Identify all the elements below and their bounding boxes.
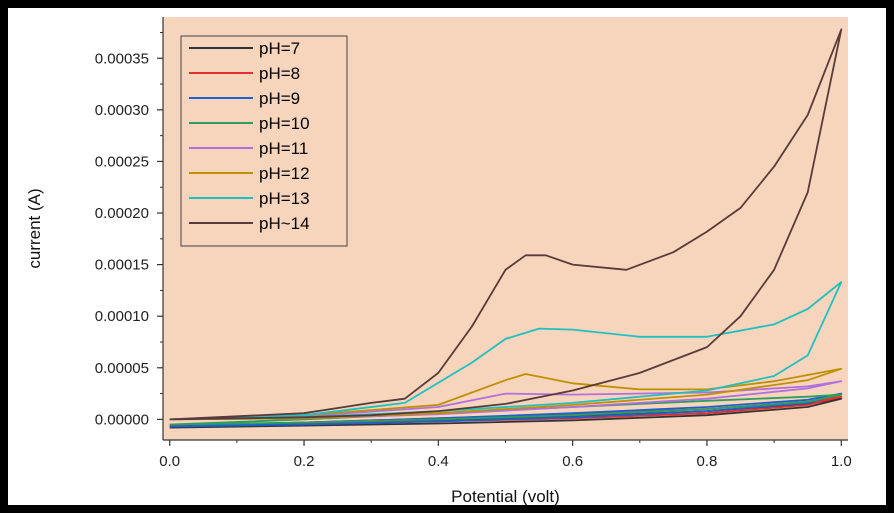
y-tick-label: 0.00035: [95, 50, 149, 67]
legend-label: pH=7: [259, 39, 300, 58]
y-tick-label: 0.00025: [95, 153, 149, 170]
legend-label: pH=10: [259, 114, 310, 133]
series-line-ph-7: [169, 397, 843, 429]
y-tick-label: 0.00020: [95, 205, 149, 222]
legend-label: pH=11: [259, 139, 308, 158]
legend: pH=7 pH=8 pH=9 pH=10 pH=11 pH=12 pH=13 pH~14: [180, 35, 348, 247]
legend-label: pH=13: [259, 189, 310, 208]
x-tick-label: 0.8: [697, 453, 718, 470]
x-tick-label: 0.4: [428, 453, 449, 470]
series-line-ph-14: [169, 28, 843, 421]
x-tick-label: 0.2: [294, 453, 315, 470]
series-line-ph-13: [169, 281, 843, 421]
x-tick-label: 0.6: [562, 453, 583, 470]
legend-label: pH=12: [259, 164, 310, 183]
legend-label: pH=8: [259, 64, 300, 83]
y-tick-label: 0.00015: [95, 257, 149, 274]
legend-box: [180, 35, 348, 247]
y-tick-label: 0.00030: [95, 102, 149, 119]
series-layer: [169, 28, 843, 429]
series-line-ph-12: [169, 367, 843, 421]
x-tick-label: 0.0: [159, 453, 180, 470]
legend-label: pH=9: [259, 89, 300, 108]
axes-layer: 0.0 0.2 0.4 0.6 0.8 1.0 0.00000 0.00005 0.00010 0…: [95, 17, 852, 470]
series-line-ph-11: [169, 380, 843, 421]
x-tick-label: 1.0: [831, 453, 852, 470]
series-line-ph-9: [169, 392, 843, 428]
y-axis-title: current (A): [25, 188, 44, 268]
x-axis-title: Potential (volt): [451, 487, 560, 506]
y-tick-label: 0.00000: [95, 411, 149, 428]
y-tick-label: 0.00010: [95, 308, 149, 325]
y-tick-label: 0.00005: [95, 360, 149, 377]
legend-label: pH~14: [259, 214, 310, 233]
